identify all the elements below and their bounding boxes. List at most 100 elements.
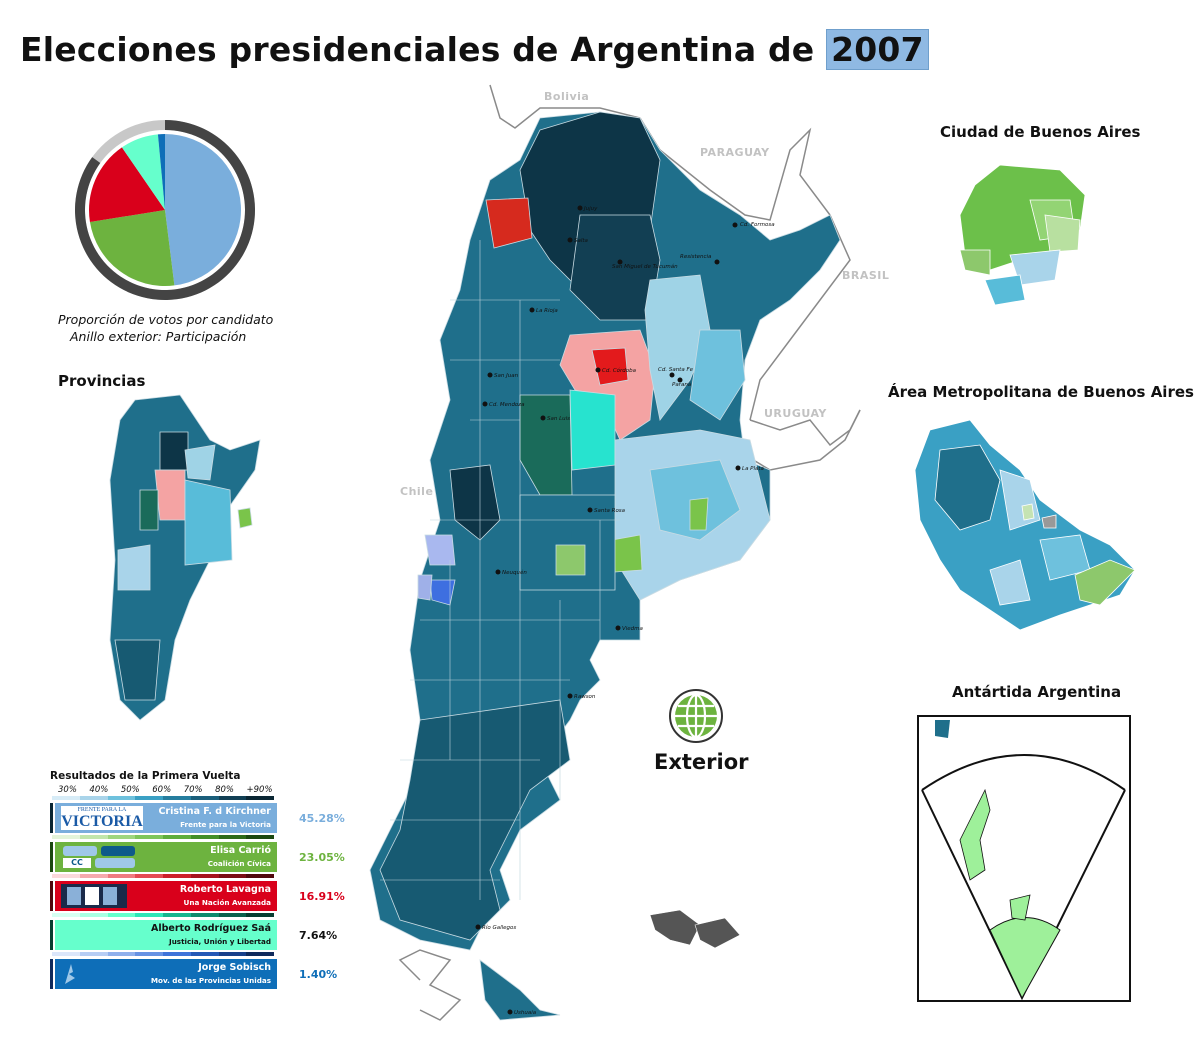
scale-tick: 60% [152,785,172,795]
pie-caption-2: Anillo exterior: Participación [70,329,247,344]
pie-slice [165,134,241,286]
candidate-name: Alberto Rodríguez Saá [150,923,271,934]
candidate-percentage: 45.28% [299,811,345,825]
candidate-party: Justicia, Unión y Libertad [169,937,271,946]
svg-text:Cd. Formosa: Cd. Formosa [740,222,775,228]
candidate-list: FRENTE PARA LA VICTORIA Cristina F. d Kirc… [50,796,350,989]
candidate-row: CC Elisa Carrió Coalición Cívica 23.05% [50,842,350,872]
svg-text:La Rioja: La Rioja [536,308,558,314]
candidate-name: Jorge Sobisch [198,962,271,973]
city-markers: Cd. Formosa Resistencia San Miguel de Tu… [475,205,775,1016]
svg-text:Neuquén: Neuquén [502,569,527,576]
region-ba-green-1 [611,534,643,573]
antartida-inset [917,715,1131,1002]
svg-text:Cd. Córdoba: Cd. Córdoba [602,367,637,374]
pie-slice [157,134,165,210]
label-uruguay: URUGUAY [764,407,827,420]
region-santa-fe [644,274,711,421]
department-borders [380,240,620,900]
region-cordoba-red [591,347,629,386]
region-tierra-del-fuego [479,959,561,1021]
svg-text:Salta: Salta [574,238,589,244]
candidate-marker [50,842,53,872]
candidate-row: Roberto Lavagna Una Nación Avanzada 16.91% [50,881,350,911]
svg-text:Rawson: Rawson [574,694,596,700]
scale-tick: +90% [246,785,273,795]
region-catamarca-red [485,197,533,249]
pie-slice [89,210,175,286]
candidate-party: Mov. de las Provincias Unidas [150,976,271,985]
svg-text:Jujuy: Jujuy [583,206,598,212]
scale-tick: 50% [120,785,140,795]
svg-text:Río Gallegos: Río Gallegos [482,924,516,931]
pie-slice [121,134,165,210]
region-san-luis-cyan [569,389,616,471]
exterior-label: Exterior [654,750,749,774]
candidate-marker [50,920,53,950]
scale-tick: 80% [215,785,235,795]
candidate-percentage: 16.91% [299,889,345,903]
caba-map [959,164,1086,306]
caba-label: Ciudad de Buenos Aires [940,123,1141,141]
candidate-percentage: 7.64% [299,928,338,942]
candidate-percentage: 1.40% [299,967,338,981]
fpv-logo-bottom: VICTORIA [61,813,143,830]
region-neuquen-light [417,574,433,601]
scale-tick: 70% [183,785,203,795]
label-paraguay: PARAGUAY [700,146,770,159]
label-bolivia: Bolivia [544,90,589,103]
pie-slice [89,147,165,223]
amba-label: Área Metropolitana de Buenos Aires [888,383,1194,401]
candidate-bar: Alberto Rodríguez Saá Justicia, Unión y L… [55,920,277,950]
svg-text:Santa Rosa: Santa Rosa [594,508,626,514]
svg-text:Cd. Mendoza: Cd. Mendoza [489,402,525,408]
results-legend: Resultados de la Primera Vuelta 30% 40% … [50,770,350,991]
results-scale: 30% 40% 50% 60% 70% 80% +90% [58,785,278,795]
svg-text:Cd. Santa Fe: Cd. Santa Fe [658,367,694,373]
cc-logo: CC [63,858,91,868]
svg-text:San Juan: San Juan [494,373,519,379]
candidate-row: Alberto Rodríguez Saá Justicia, Unión y L… [50,920,350,950]
color-ramp [52,796,274,800]
antartida-label: Antártida Argentina [952,683,1122,701]
color-ramp [52,835,274,839]
candidate-party: Coalición Cívica [207,859,271,868]
label-chile: Chile [400,485,433,498]
region-mendoza [449,464,501,541]
party-logo: FRENTE PARA LA VICTORIA [61,806,143,830]
pie-caption-1: Proporción de votos por candidato [58,312,274,327]
page-title: Elecciones presidenciales de Argentina d… [20,29,929,70]
region-ba-green-2 [689,497,709,531]
party-logo [61,923,143,947]
provincias-label: Provincias [58,372,146,390]
region-entre-rios [689,329,746,421]
candidate-name: Cristina F. d Kirchner [158,806,271,817]
globe-icon [669,689,723,743]
svg-text:Resistencia: Resistencia [680,254,712,260]
candidate-name: Roberto Lavagna [179,884,271,895]
party-logo: CC [61,845,143,869]
svg-text:San Miguel de Tucumán: San Miguel de Tucumán [612,263,678,270]
fpv-logo-top: FRENTE PARA LA [77,807,127,813]
party-logo [61,884,127,908]
falkland-islands [649,909,741,949]
candidate-party: Una Nación Avanzada [183,898,271,907]
svg-text:Ushuaia: Ushuaia [514,1010,537,1016]
results-header: Resultados de la Primera Vuelta [50,770,241,782]
amba-map [914,419,1136,631]
candidate-row: FRENTE PARA LA VICTORIA Cristina F. d Kirc… [50,803,350,833]
svg-text:San Luis: San Luis [547,416,570,422]
svg-text:Paraná: Paraná [672,381,692,388]
scale-tick: 40% [89,785,109,795]
candidate-marker [50,803,53,833]
candidate-bar: CC Elisa Carrió Coalición Cívica [55,842,277,872]
candidate-bar: Jorge Sobisch Mov. de las Provincias Unid… [55,959,277,989]
scale-tick: 30% [58,785,77,795]
region-neuquen-lilac [424,534,456,566]
candidate-marker [50,881,53,911]
party-logo [61,962,143,986]
color-ramp [52,952,274,956]
provinces-mini-map [109,394,261,721]
svg-text:La Plata: La Plata [742,466,765,472]
